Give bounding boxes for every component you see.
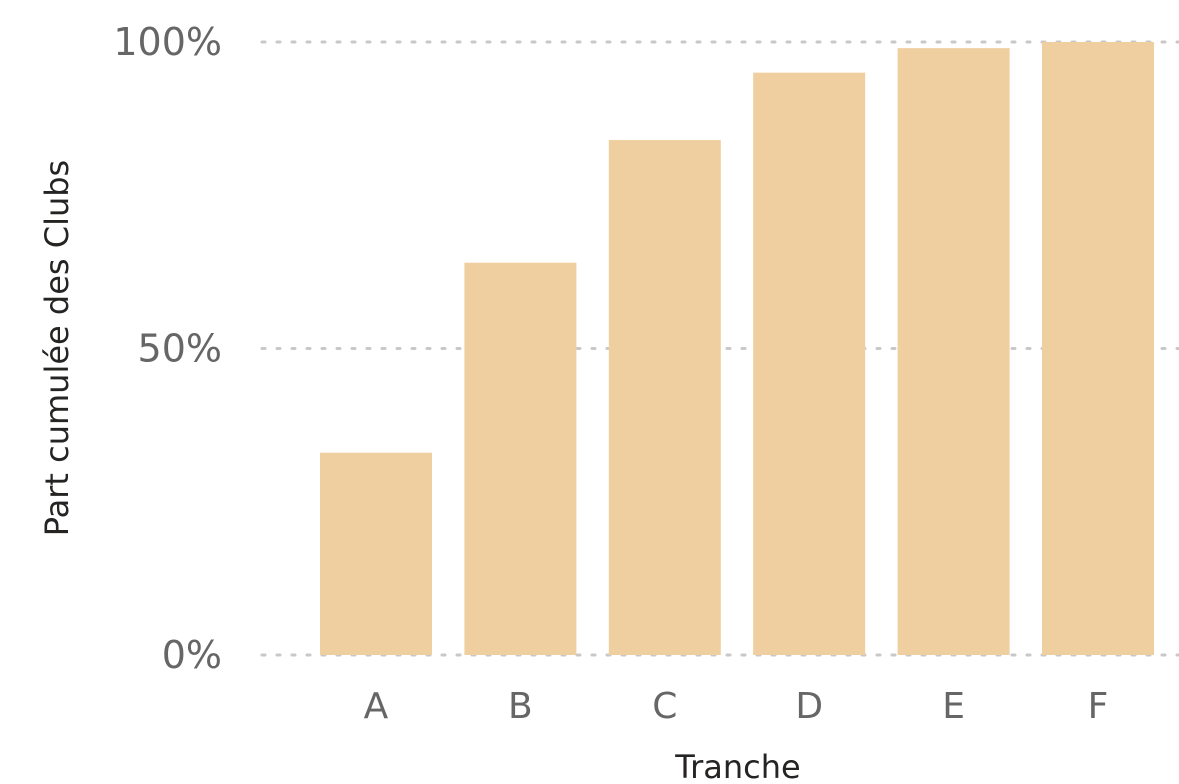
- y-tick-label: 100%: [113, 20, 222, 64]
- x-axis-ticks: A B C D E F: [364, 686, 1109, 727]
- bar-C: [608, 140, 721, 655]
- x-tick-label: F: [1088, 686, 1109, 727]
- bar-E: [897, 48, 1010, 655]
- y-axis-title: Part cumulée des Clubs: [38, 160, 76, 536]
- x-tick-label: E: [942, 686, 965, 727]
- y-tick-label: 50%: [138, 327, 222, 371]
- bar-D: [753, 72, 866, 655]
- y-axis-ticks: 0% 50% 100%: [113, 20, 222, 677]
- x-tick-label: D: [795, 686, 823, 727]
- bar-F: [1042, 42, 1154, 655]
- bar-B: [464, 262, 577, 655]
- bar-A: [320, 452, 432, 655]
- x-axis-title: Tranche: [674, 748, 800, 784]
- x-tick-label: A: [364, 686, 389, 727]
- x-tick-label: C: [652, 686, 677, 727]
- x-tick-label: B: [508, 686, 533, 727]
- y-tick-label: 0%: [162, 633, 222, 677]
- bars: [320, 42, 1154, 655]
